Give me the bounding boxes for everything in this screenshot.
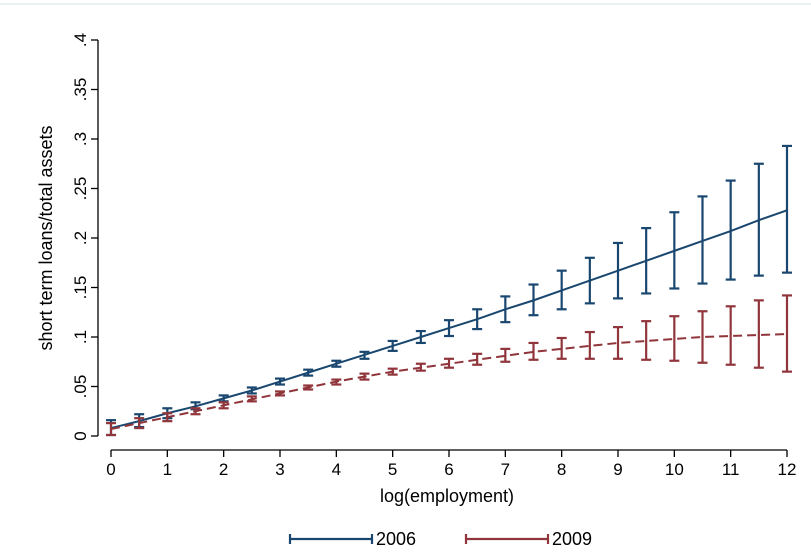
x-tick-label: 4 — [332, 460, 341, 479]
y-tick-label: .2 — [71, 231, 90, 245]
x-tick-label: 12 — [778, 460, 797, 479]
error-bar — [782, 294, 792, 373]
error-bar — [725, 305, 736, 366]
y-tick-label: .05 — [71, 375, 90, 399]
y-axis-title: short term loans/total assets — [36, 125, 56, 350]
y-tick-label: .25 — [71, 177, 90, 201]
x-tick-label: 2 — [219, 460, 228, 479]
series-line-2006 — [110, 209, 788, 430]
series-2009 — [106, 294, 792, 437]
error-bar — [500, 347, 511, 363]
y-tick-label: .35 — [71, 78, 90, 102]
y-tick-label: .3 — [71, 132, 90, 146]
x-tick-label: 11 — [722, 460, 740, 479]
x-tick-label: 3 — [275, 460, 284, 479]
error-bar — [641, 320, 652, 361]
error-bar — [697, 310, 708, 364]
error-bar — [782, 144, 792, 274]
error-bar — [556, 336, 567, 360]
series-line-2009 — [110, 333, 788, 431]
error-bar — [613, 326, 623, 360]
legend-key-2009 — [464, 534, 550, 544]
x-tick-label: 9 — [613, 460, 622, 479]
x-tick-label: 0 — [106, 460, 115, 479]
legend-key-2006 — [288, 534, 374, 544]
x-tick-label: 5 — [388, 460, 397, 479]
x-tick-label: 1 — [163, 460, 172, 479]
error-bar — [669, 315, 680, 362]
y-tick-label: 0 — [71, 431, 90, 440]
legend-label: 2009 — [552, 529, 592, 549]
plot-area: 0.05.1.15.2.25.3.35.40 1 2 3 4 5 6 7 8 9 10 11 12 — [71, 33, 796, 479]
x-tick-label: 10 — [665, 460, 684, 479]
y-tick-label: .4 — [71, 33, 90, 47]
x-axis-title: log(employment) — [380, 486, 514, 506]
legend-label: 2006 — [376, 529, 416, 549]
legend: 2006 2009 — [288, 529, 592, 549]
error-bar — [753, 299, 764, 369]
x-tick-label: 8 — [557, 460, 566, 479]
y-tick-label: .1 — [71, 330, 90, 344]
error-bar — [584, 330, 595, 360]
x-tick-label: 7 — [501, 460, 510, 479]
y-tick-label: .15 — [71, 276, 90, 300]
error-bar — [528, 341, 539, 361]
series-2006 — [106, 144, 792, 437]
x-tick-label: 6 — [444, 460, 453, 479]
